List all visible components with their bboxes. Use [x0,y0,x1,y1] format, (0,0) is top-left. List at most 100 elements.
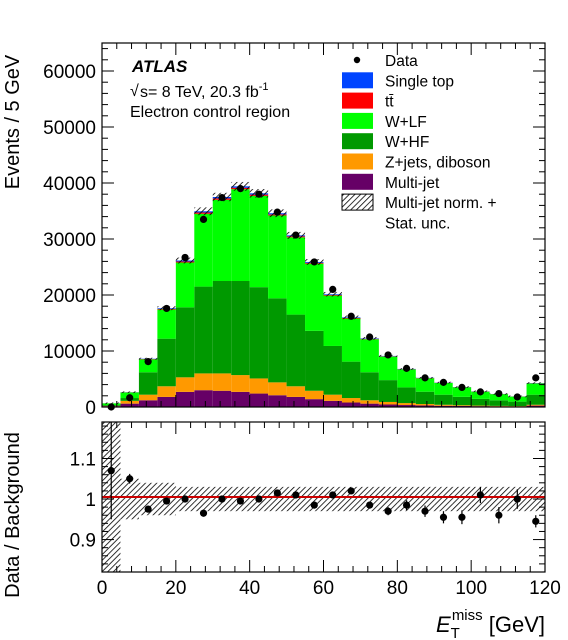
x-tick-label-0: 0 [97,578,108,599]
ratio-point-22 [513,495,521,503]
legend-swatch-multijet [342,173,373,190]
ratio-axes: 0.9 1 1.1 0 20 40 60 80 100 120 [70,422,561,599]
legend: Data Single top tt̄ W+LF W+HF Z+jets, diboson… [341,53,497,232]
legend-label-unc: Multi-jet norm. + [385,195,497,212]
ratio-point-23 [532,517,540,525]
data-point-2 [144,358,152,366]
y-tick-label-top-6: 60000 [43,62,96,83]
bar-whf-7 [231,281,250,376]
bar-multijet-7 [231,391,250,407]
ratio-point-1 [126,475,134,483]
bar-whf-11 [305,330,324,391]
legend-swatch-single_top [342,72,373,89]
bar-wlf-8 [249,195,269,288]
data-point-4 [181,253,189,262]
bar-zjets_diboson-14 [360,400,379,404]
bar-zjets_diboson-20 [471,405,490,407]
bar-whf-5 [194,286,213,374]
bar-whf-20 [471,398,490,406]
legend-label-ttbar: tt̄ [385,94,394,111]
bar-zjets_diboson-16 [397,403,416,406]
bar-zjets_diboson-6 [212,373,232,391]
y-axis-label-top: Events / 5 GeV [2,54,24,189]
data-point-6 [218,193,226,202]
y-tick-label-top-0: 0 [85,398,96,419]
bar-multijet-4 [175,391,195,407]
legend-label-multijet: Multi-jet [385,175,440,192]
ratio-band-16 [397,486,416,512]
ratio-point-17 [421,507,429,515]
y-tick-label-top-3: 30000 [43,230,96,251]
bar-whf-8 [249,287,269,379]
bar-whf-3 [157,338,176,387]
bar-whf-6 [212,281,232,374]
ratio-band-10 [286,486,306,512]
bar-zjets_diboson-11 [305,390,324,400]
main-data-points [107,185,540,411]
bar-zjets_diboson-2 [138,394,158,401]
bar-wlf-14 [360,339,379,373]
x-tick-label-3: 60 [313,578,334,599]
bar-whf-23 [526,394,545,405]
bar-whf-19 [452,396,472,406]
ratio-point-2 [144,505,152,513]
ratio-band-18 [434,486,453,512]
bar-wlf-6 [212,199,232,281]
x-tick-label-2: 40 [239,578,260,599]
ratio-point-3 [163,497,171,505]
x-tick-label-4: 80 [387,578,408,599]
bar-whf-14 [360,372,379,401]
data-point-1 [126,394,134,402]
data-point-22 [513,393,521,401]
sqrt-symbol: √ [130,83,139,100]
data-point-21 [495,389,503,398]
bar-wlf-9 [268,215,287,299]
ratio-point-11 [310,501,318,509]
bar-multijet-2 [138,400,158,407]
ratio-band-14 [360,486,379,512]
ratio-band-5 [194,486,213,512]
y-tick-label-ratio-1: 1 [85,490,96,511]
ratio-point-4 [181,495,189,503]
bar-wlf-15 [378,356,398,381]
legend-swatch-unc [341,193,374,211]
bar-multijet-16 [397,405,416,407]
bar-zjets_diboson-18 [434,404,453,406]
x-tick-label-1: 20 [165,578,186,599]
unc-band-23 [526,382,545,384]
ratio-point-19 [458,513,466,521]
bar-zjets_diboson-9 [268,382,287,396]
bar-whf-17 [415,391,435,405]
y-tick-label-top-4: 40000 [43,174,96,195]
bar-multijet-10 [286,396,306,407]
ratio-band-1 [120,478,139,520]
bar-multijet-3 [157,396,176,407]
bar-whf-4 [175,307,195,378]
ratio-point-15 [384,507,392,515]
bar-multijet-18 [434,405,453,407]
data-point-9 [273,208,281,216]
unc-band-5 [194,207,213,216]
experiment-label: ATLAS [131,57,188,76]
bar-wlf-13 [341,318,361,362]
ratio-data-points [107,422,540,528]
ratio-band-13 [341,486,361,512]
bar-wlf-17 [415,378,435,392]
ratio-point-14 [366,501,374,509]
bar-multijet-9 [268,395,287,407]
legend-label-unc2: Stat. unc. [385,215,450,232]
bar-wlf-10 [286,237,306,315]
unc-band-12 [323,291,342,297]
data-point-16 [402,364,411,372]
bar-multijet-1 [120,403,139,407]
bar-zjets_diboson-15 [378,401,398,405]
ratio-band-11 [305,486,324,512]
y-tick-label-top-5: 50000 [43,118,96,139]
ratio-point-21 [495,511,503,519]
bar-multijet-14 [360,403,379,407]
bar-wlf-7 [231,189,250,281]
bar-zjets_diboson-4 [175,377,195,392]
legend-label-data: Data [385,53,418,70]
bar-wlf-3 [157,309,176,339]
